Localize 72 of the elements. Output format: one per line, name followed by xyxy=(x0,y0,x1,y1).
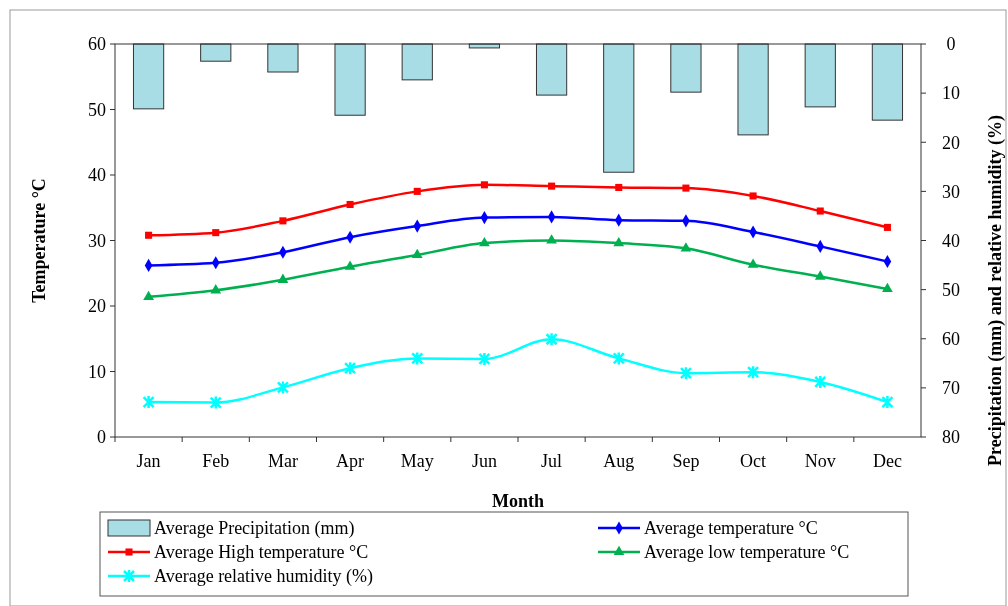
x-tick-label: Apr xyxy=(336,451,365,471)
x-tick-label: Mar xyxy=(267,451,298,471)
point xyxy=(346,200,354,209)
x-tick-label: Jun xyxy=(471,451,497,471)
y2-tick-label: 0 xyxy=(946,34,956,55)
x-tick-label: Dec xyxy=(872,451,902,471)
point xyxy=(883,223,891,231)
x-tick-label: Jan xyxy=(136,451,161,471)
point xyxy=(212,229,220,237)
point xyxy=(548,182,556,190)
point xyxy=(816,207,824,215)
point xyxy=(277,273,289,283)
y-tick-label: 0 xyxy=(97,427,106,448)
point xyxy=(682,184,690,192)
x-tick-label: Oct xyxy=(740,451,767,471)
y-tick-label: 40 xyxy=(88,165,106,186)
legend-label: Average relative humidity (%) xyxy=(154,566,374,587)
point xyxy=(478,351,491,367)
point xyxy=(814,270,826,280)
point xyxy=(679,365,693,381)
point xyxy=(746,364,760,380)
x-tick-label: Jul xyxy=(541,451,563,471)
legend-label: Average Precipitation (mm) xyxy=(154,518,355,539)
point xyxy=(143,290,154,300)
y-tick-label: 50 xyxy=(88,99,106,120)
x-tick-label: Sep xyxy=(672,451,700,471)
x-tick-label: May xyxy=(400,451,434,471)
y2-tick-label: 70 xyxy=(942,378,960,399)
legend-label: Average High temperature °C xyxy=(154,542,369,562)
point xyxy=(210,284,222,294)
point xyxy=(344,260,356,270)
legend-label: Average temperature °C xyxy=(644,518,818,538)
point xyxy=(881,394,894,410)
point xyxy=(479,236,490,247)
x-tick-label: Nov xyxy=(804,451,836,471)
y2-tick-label: 50 xyxy=(942,279,960,300)
point xyxy=(343,360,357,376)
point xyxy=(480,181,488,189)
point xyxy=(814,374,827,390)
y2-tick-label: 40 xyxy=(942,230,960,251)
point xyxy=(882,282,893,293)
x-tick-label: Feb xyxy=(202,451,230,471)
y2-tick-label: 80 xyxy=(942,427,960,448)
point xyxy=(413,187,421,195)
point xyxy=(680,242,692,252)
point xyxy=(615,183,623,191)
point xyxy=(209,395,222,410)
point xyxy=(749,192,757,200)
y2-tick-label: 30 xyxy=(942,181,960,202)
point xyxy=(276,380,290,395)
point xyxy=(411,248,423,259)
point xyxy=(545,331,558,347)
y2-axis-title: Precipitation (mm) and relative humidity (%) xyxy=(985,115,1006,466)
y-tick-label: 30 xyxy=(88,230,106,251)
point xyxy=(142,394,155,410)
point xyxy=(612,351,625,366)
y-axis-title: Temperature °C xyxy=(29,178,49,303)
legend-label: Average low temperature °C xyxy=(644,542,850,562)
point xyxy=(747,258,759,268)
y-tick-label: 10 xyxy=(88,361,106,382)
y2-tick-label: 10 xyxy=(942,83,960,104)
y-tick-label: 20 xyxy=(88,296,106,317)
point xyxy=(613,236,625,247)
point xyxy=(145,231,153,239)
y2-tick-label: 60 xyxy=(942,329,960,350)
point xyxy=(279,217,287,225)
y2-tick-label: 20 xyxy=(942,132,960,153)
point xyxy=(546,234,557,244)
y-tick-label: 60 xyxy=(88,34,106,55)
x-tick-label: Aug xyxy=(603,451,635,471)
point xyxy=(411,351,424,366)
x-axis-title: Month xyxy=(491,491,545,511)
